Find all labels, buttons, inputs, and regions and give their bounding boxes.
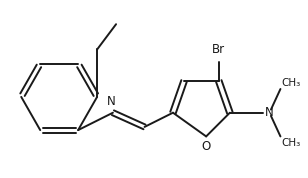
Text: CH₃: CH₃ — [282, 78, 301, 88]
Text: CH₃: CH₃ — [282, 138, 301, 148]
Text: Br: Br — [212, 43, 225, 56]
Text: N: N — [107, 95, 116, 108]
Text: O: O — [201, 140, 211, 153]
Text: N: N — [265, 106, 274, 119]
